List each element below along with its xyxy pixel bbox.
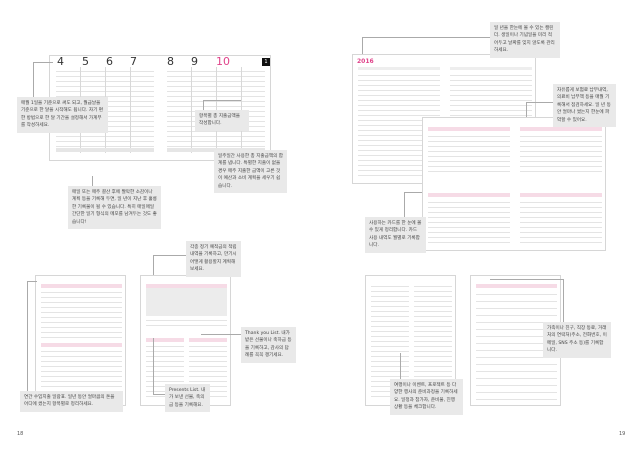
day-9: 9 xyxy=(191,55,198,68)
callout-insurance: 자유롭게 보험료 납부내역, 의료비 납부액 등을 매월 기록해서 점검하세요.… xyxy=(553,84,616,128)
day-4: 4 xyxy=(57,55,64,68)
callout-weekly-total: 일주일간 사용한 총 지출금액의 합계를 냅니다. 특별한 지출이 없을 경우 … xyxy=(214,150,287,194)
day-8: 8 xyxy=(167,55,174,68)
callout-annual: 연간 수입지출 일람표. 일년 동안 얼마큼의 돈을 어디에 썼는지 항목별로 … xyxy=(20,391,123,412)
day-10: 10 xyxy=(216,55,230,68)
page-number-right: 19 xyxy=(619,431,626,437)
callout-thank-you: Thank you List. 내가 받은 선물이나 축하금 등을 기록하고, … xyxy=(241,327,296,363)
callout-memo: 매일 또는 매주 결산 후에 짤막한 소감이나 계획 등을 기록해 두면, 일 … xyxy=(68,186,161,230)
address-sheet xyxy=(470,275,561,406)
page-number-left: 18 xyxy=(17,431,24,437)
weekly-planner-spread xyxy=(49,55,271,161)
callout-category-total: 항목별 총 지출금액을 작성합니다. xyxy=(195,110,249,131)
day-6: 6 xyxy=(106,55,113,68)
callout-month-start: 매월 1일을 기준으로 써도 되고, 월급날을 기준으로 한 달을 시작해도 됩… xyxy=(17,97,108,133)
callout-presents: Presents List. 내가 보낸 선물, 축의금 등을 기록해요. xyxy=(165,384,210,413)
callout-contacts: 가족이나 친구, 직장 동료, 거래처의 연락처(주소, 전화번호, 이메일, … xyxy=(543,322,611,358)
callout-savings: 각종 정기 예적금의 적립 내역을 기록하고, 만기시 어떻게 활용할지 계획해… xyxy=(186,241,241,277)
insurance-card-sheet xyxy=(422,117,606,251)
callout-events: 여행이나 이벤트, 프로젝트 등 다양한 행사의 준비과정을 기록하세요. 일정… xyxy=(390,379,463,415)
calendar-year: 2016 xyxy=(357,58,374,65)
annual-summary-sheet xyxy=(35,275,126,406)
day-5: 5 xyxy=(82,55,89,68)
callout-year-calendar: 일 년을 한눈에 볼 수 있는 캘린더. 생일이나 기념일을 미리 적어두고 날… xyxy=(490,22,560,58)
week-badge: 1 xyxy=(262,58,270,66)
day-7: 7 xyxy=(130,55,137,68)
callout-cards: 사용하는 카드를 한 눈에 볼 수 있게 정리합니다. 카드 사용 내역도 월별… xyxy=(365,217,426,253)
